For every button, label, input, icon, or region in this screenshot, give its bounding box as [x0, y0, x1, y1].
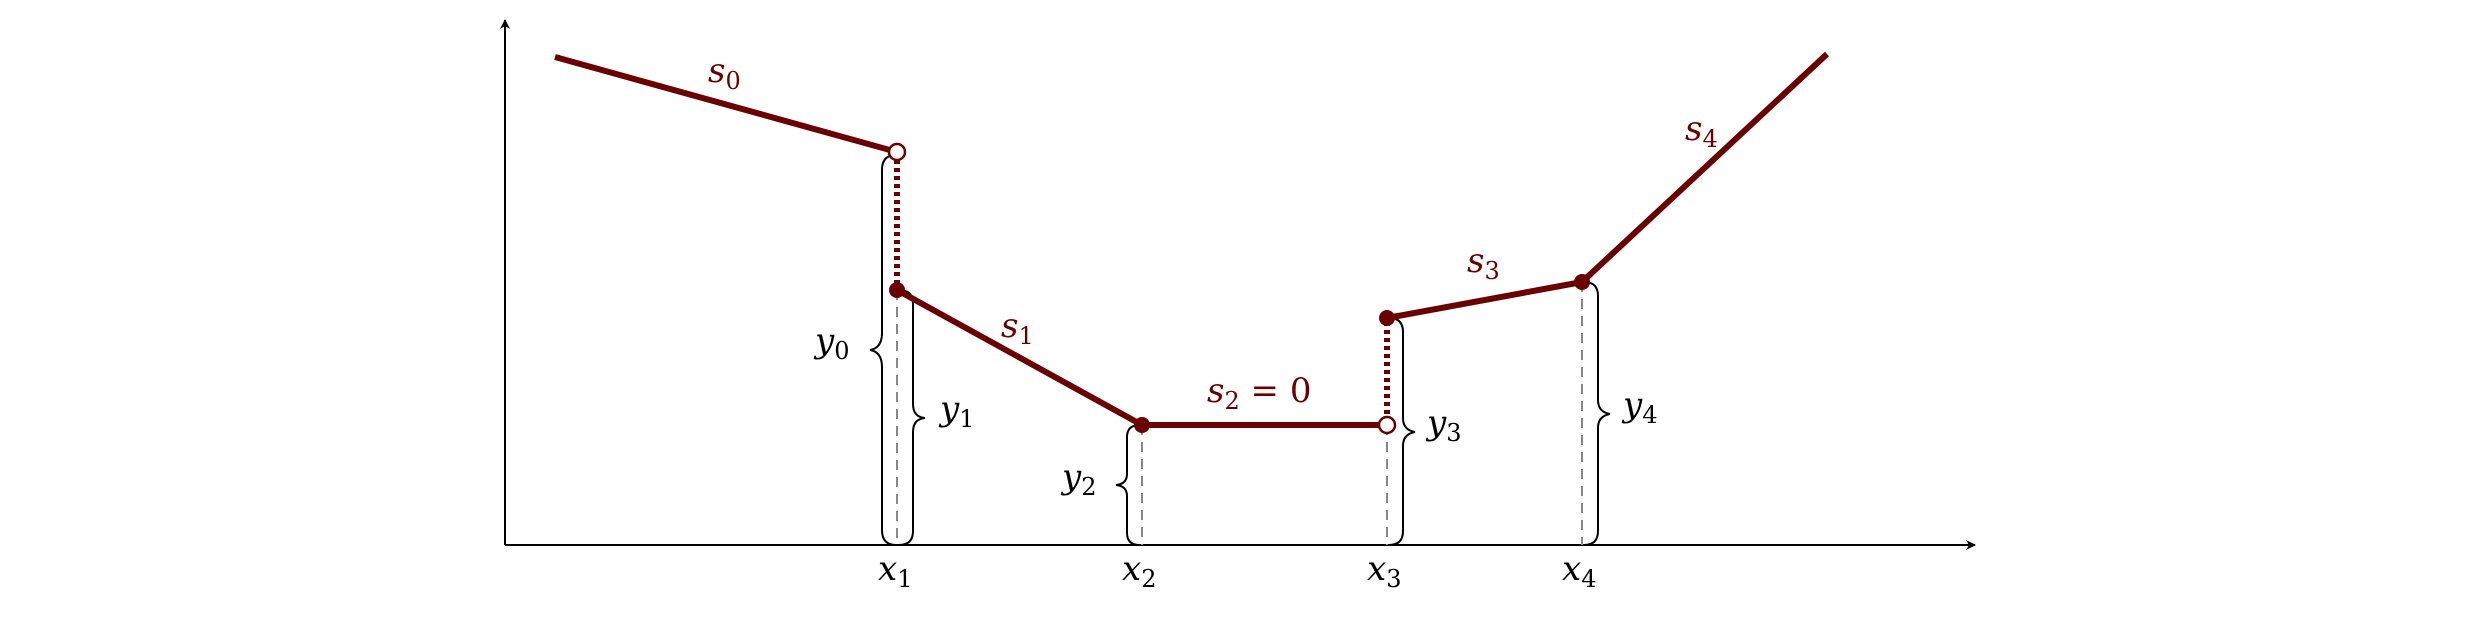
brace-y4 [1583, 281, 1611, 546]
label-y2: y2 [1060, 457, 1097, 501]
label-x1: x1 [878, 549, 912, 593]
filled-point-x4 [1574, 274, 1590, 290]
label-s0: s0 [708, 51, 741, 95]
label-s1: s1 [1001, 306, 1034, 350]
label-y4: y4 [1621, 385, 1658, 429]
segment-s0 [554, 54, 898, 155]
filled-point-x2 [1134, 417, 1150, 433]
open-point-x1 [887, 142, 907, 162]
label-s4: s4 [1685, 109, 1718, 153]
label-y3: y3 [1425, 403, 1462, 447]
brace-y0 [869, 154, 897, 546]
segment-s1 [895, 287, 1144, 428]
brace-y1 [898, 289, 926, 546]
brace-y2 [1115, 424, 1141, 546]
label-y0: y0 [813, 321, 850, 365]
label-s3: s3 [1467, 241, 1500, 285]
brace-y3 [1388, 317, 1416, 546]
open-point-x3 [1377, 415, 1397, 435]
label-x3: x3 [1367, 549, 1401, 593]
label-x4: x4 [1562, 549, 1596, 593]
label-y1: y1 [938, 389, 975, 433]
label-s2: s2 = 0 [1207, 371, 1311, 415]
filled-point-x1 [889, 282, 905, 298]
segment-s4 [1579, 51, 1830, 285]
label-x2: x2 [1122, 549, 1156, 593]
segment-s3 [1386, 279, 1583, 321]
filled-point-x3 [1379, 310, 1395, 326]
